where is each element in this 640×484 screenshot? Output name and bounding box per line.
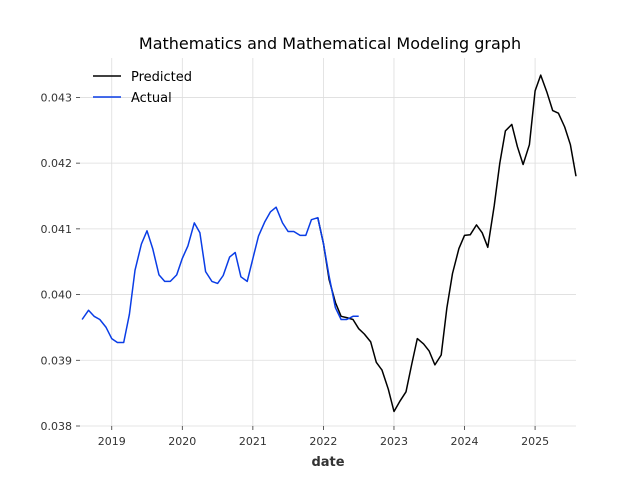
y-tick-label: 0.042 — [41, 157, 73, 170]
y-tick-label: 0.041 — [41, 223, 73, 236]
grid-lines — [80, 58, 576, 427]
series-line-predicted — [317, 74, 577, 413]
y-tick-label: 0.040 — [41, 289, 73, 302]
x-tick-label: 2025 — [521, 435, 549, 448]
plot-area — [80, 58, 576, 426]
legend-label-predicted: Predicted — [131, 70, 192, 85]
legend: Predicted Actual — [93, 70, 192, 106]
x-tick-label: 2019 — [98, 435, 126, 448]
x-tick-label: 2022 — [309, 435, 337, 448]
x-tick-label: 2020 — [168, 435, 196, 448]
y-tick-label: 0.038 — [41, 420, 73, 433]
series-lines — [81, 74, 577, 413]
x-tick-label: 2023 — [380, 435, 408, 448]
y-tick-label: 0.043 — [41, 91, 73, 104]
series-line-actual — [81, 206, 359, 344]
axis-ticks: 2019 2020 2021 2022 2023 2024 2025 0.038 0.039 0.… — [41, 91, 550, 448]
x-tick-label: 2024 — [451, 435, 479, 448]
legend-label-actual: Actual — [131, 91, 172, 106]
x-axis-label: date — [311, 455, 344, 470]
y-tick-label: 0.039 — [41, 354, 73, 367]
x-tick-label: 2021 — [239, 435, 267, 448]
chart-title: Mathematics and Mathematical Modeling gr… — [139, 34, 521, 53]
